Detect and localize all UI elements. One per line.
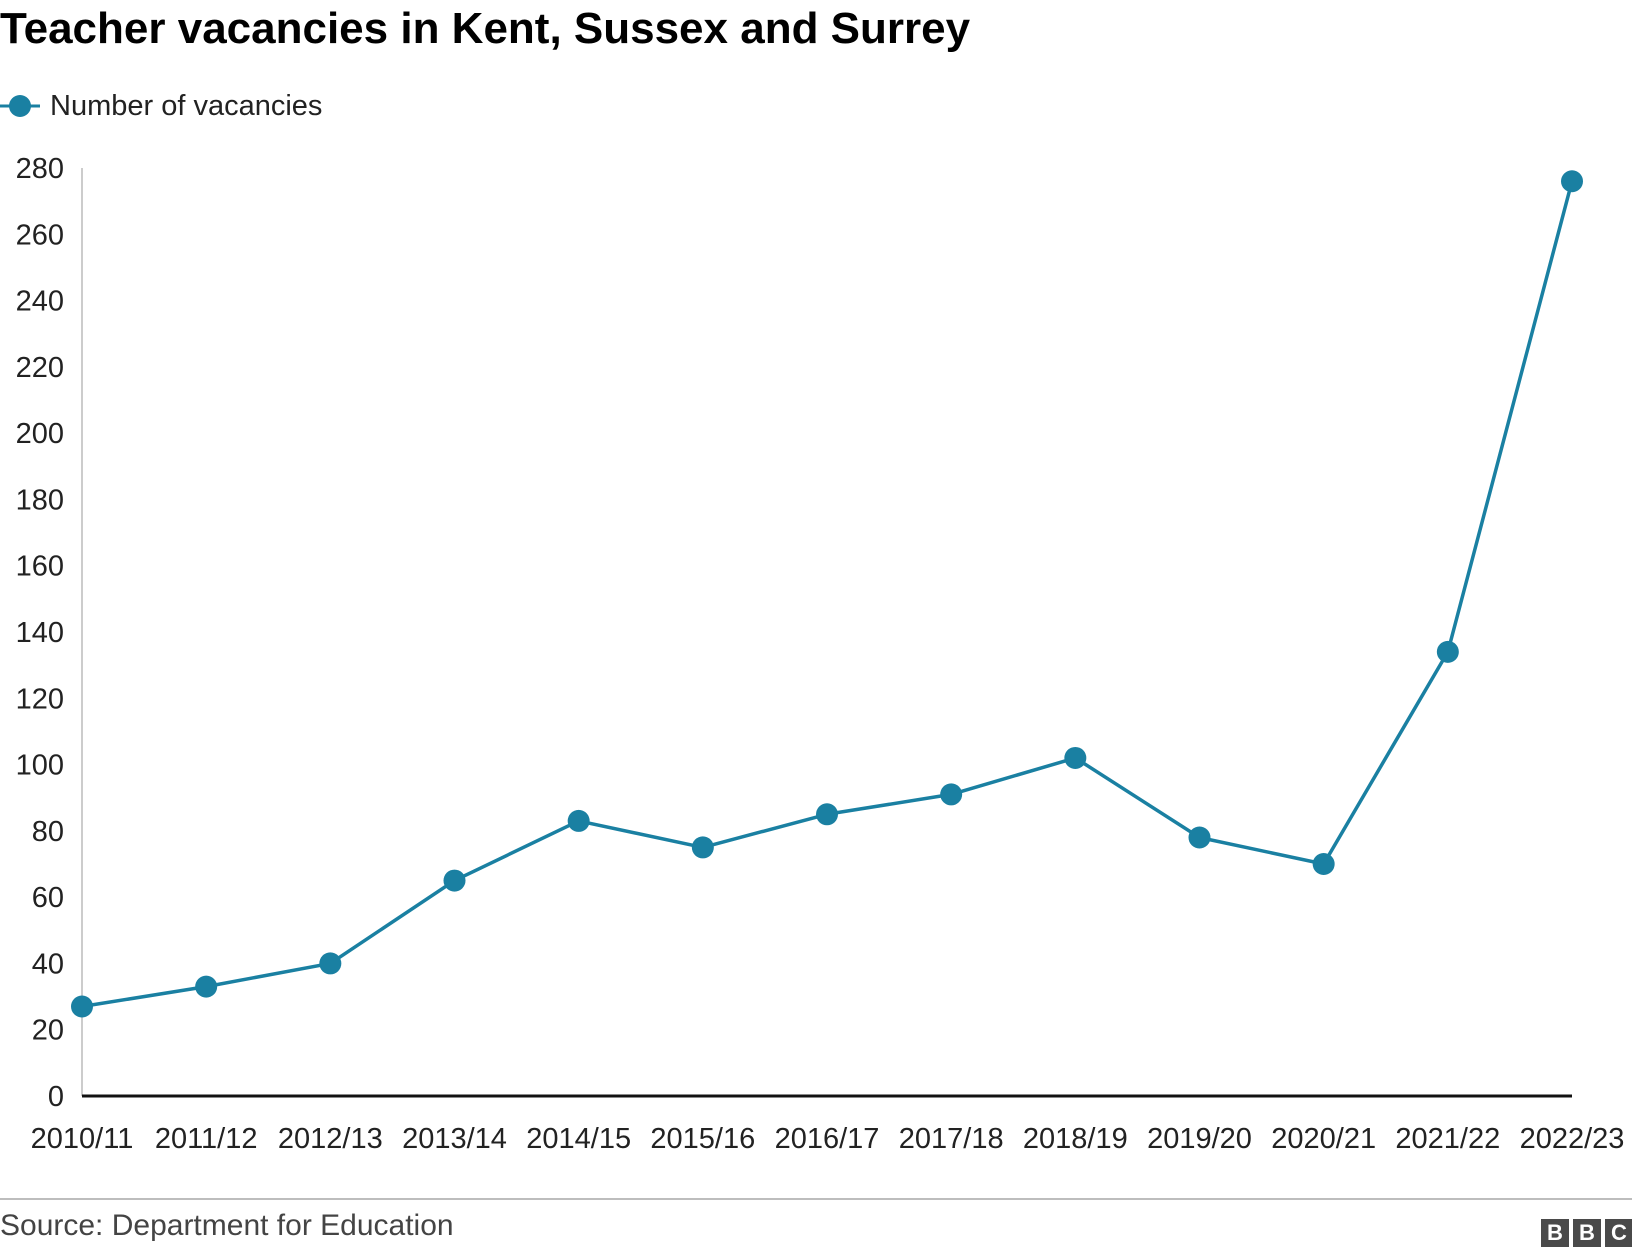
data-point <box>567 809 590 832</box>
y-tick-label: 260 <box>16 219 64 251</box>
x-tick-label: 2022/23 <box>1520 1123 1625 1155</box>
data-point <box>1064 746 1087 769</box>
y-tick-label: 160 <box>16 551 64 583</box>
data-point <box>1436 640 1459 663</box>
line-chart: 0 20 40 60 80 100 120 140 160 180 200 220 240 260 280 2… <box>16 153 1625 1155</box>
data-point <box>1188 826 1211 849</box>
bbc-logo: B B C <box>1541 1219 1632 1247</box>
data-point <box>443 869 466 892</box>
x-tick-label: 2019/20 <box>1147 1123 1252 1155</box>
y-tick-label: 60 <box>32 882 64 914</box>
data-point <box>1312 853 1335 875</box>
x-tick-label: 2021/22 <box>1395 1123 1500 1155</box>
data-point <box>71 995 93 1018</box>
y-tick-label: 20 <box>32 1015 64 1047</box>
series-line <box>81 180 1574 1009</box>
y-tick-label: 280 <box>16 153 64 185</box>
y-tick-label: 220 <box>16 352 64 384</box>
data-point <box>691 836 714 859</box>
y-tick-label: 40 <box>32 948 64 980</box>
data-point <box>319 952 342 975</box>
legend-label: Number of vacancies <box>50 89 323 122</box>
x-tick-label: 2013/14 <box>402 1123 507 1155</box>
y-tick-label: 80 <box>32 816 64 848</box>
x-tick-label: 2011/12 <box>155 1123 258 1155</box>
x-tick-label: 2012/13 <box>278 1123 383 1155</box>
y-tick-label: 240 <box>16 286 64 318</box>
y-tick-label: 0 <box>48 1081 64 1113</box>
legend-marker-icon <box>0 95 40 117</box>
x-tick-label: 2018/19 <box>1023 1123 1128 1155</box>
data-point <box>1561 170 1583 193</box>
logo-letter: C <box>1605 1219 1632 1247</box>
data-point <box>816 803 838 826</box>
x-tick-label: 2014/15 <box>526 1123 631 1155</box>
x-tick-label: 2020/21 <box>1271 1123 1376 1155</box>
x-tick-label: 2010/11 <box>31 1123 134 1155</box>
x-tick-label: 2017/18 <box>899 1123 1004 1155</box>
data-point <box>195 975 218 998</box>
chart-title: Teacher vacancies in Kent, Sussex and Su… <box>0 4 971 53</box>
y-tick-label: 180 <box>16 484 64 516</box>
logo-letter: B <box>1573 1219 1601 1247</box>
logo-letter: B <box>1541 1219 1569 1247</box>
y-tick-label: 120 <box>16 683 64 715</box>
data-point <box>940 783 963 806</box>
y-tick-label: 140 <box>16 617 64 649</box>
y-tick-label: 200 <box>16 418 64 450</box>
legend: Number of vacancies <box>0 86 322 126</box>
y-tick-label: 100 <box>16 750 64 782</box>
x-tick-label: 2016/17 <box>775 1123 880 1155</box>
x-tick-label: 2015/16 <box>650 1123 755 1155</box>
source-note: Source: Department for Education <box>0 1209 454 1242</box>
footer-divider <box>0 1198 1632 1200</box>
